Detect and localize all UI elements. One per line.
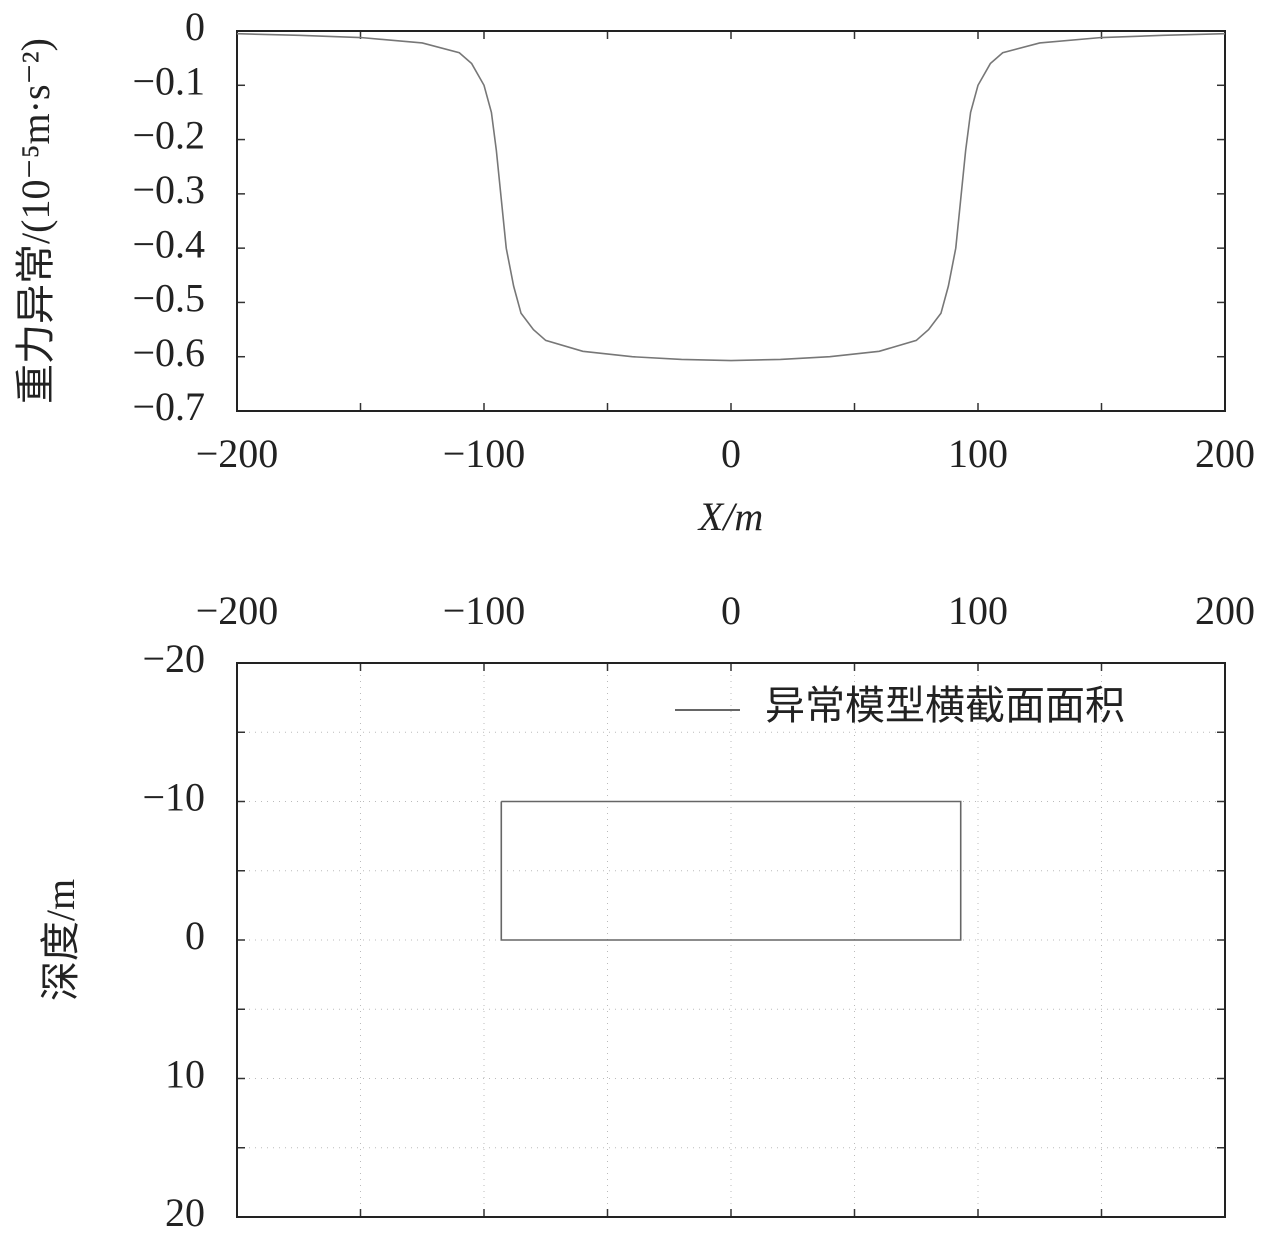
y-tick-label: 20 — [165, 1190, 205, 1235]
y-tick-label: 0 — [185, 4, 205, 49]
y-axis-label: 重力异常/(10⁻⁵m·s⁻²) — [13, 38, 58, 404]
x-tick-label: 0 — [721, 588, 741, 633]
y-tick-label: −0.7 — [132, 384, 205, 429]
data-line — [236, 32, 1226, 362]
x-tick-label: −200 — [196, 431, 279, 476]
x-tick-label: −100 — [443, 431, 526, 476]
x-tick-label: 0 — [721, 431, 741, 476]
y-tick-label: 0 — [185, 913, 205, 958]
x-tick-label: 200 — [1195, 588, 1255, 633]
x-axis-label: X/m — [697, 494, 763, 539]
y-tick-label: −0.2 — [132, 113, 205, 158]
x-tick-label: 100 — [948, 588, 1008, 633]
x-tick-label: 100 — [948, 431, 1008, 476]
legend-label: 异常模型横截面面积 — [765, 683, 1125, 728]
data-line — [500, 800, 962, 941]
y-tick-label: −0.5 — [132, 276, 205, 321]
plot-frame — [236, 30, 1226, 412]
y-tick-label: −0.4 — [132, 221, 205, 266]
y-tick-label: −0.6 — [132, 330, 205, 375]
x-tick-label: 200 — [1195, 431, 1255, 476]
y-axis-label: 深度/m — [38, 879, 83, 1001]
y-tick-label: −10 — [142, 775, 205, 820]
plot-frame — [236, 662, 1226, 1218]
y-tick-label: 10 — [165, 1052, 205, 1097]
x-tick-label: −100 — [443, 588, 526, 633]
y-tick-label: −0.3 — [132, 167, 205, 212]
y-tick-label: −20 — [142, 636, 205, 681]
y-tick-label: −0.1 — [132, 58, 205, 103]
x-tick-label: −200 — [196, 588, 279, 633]
